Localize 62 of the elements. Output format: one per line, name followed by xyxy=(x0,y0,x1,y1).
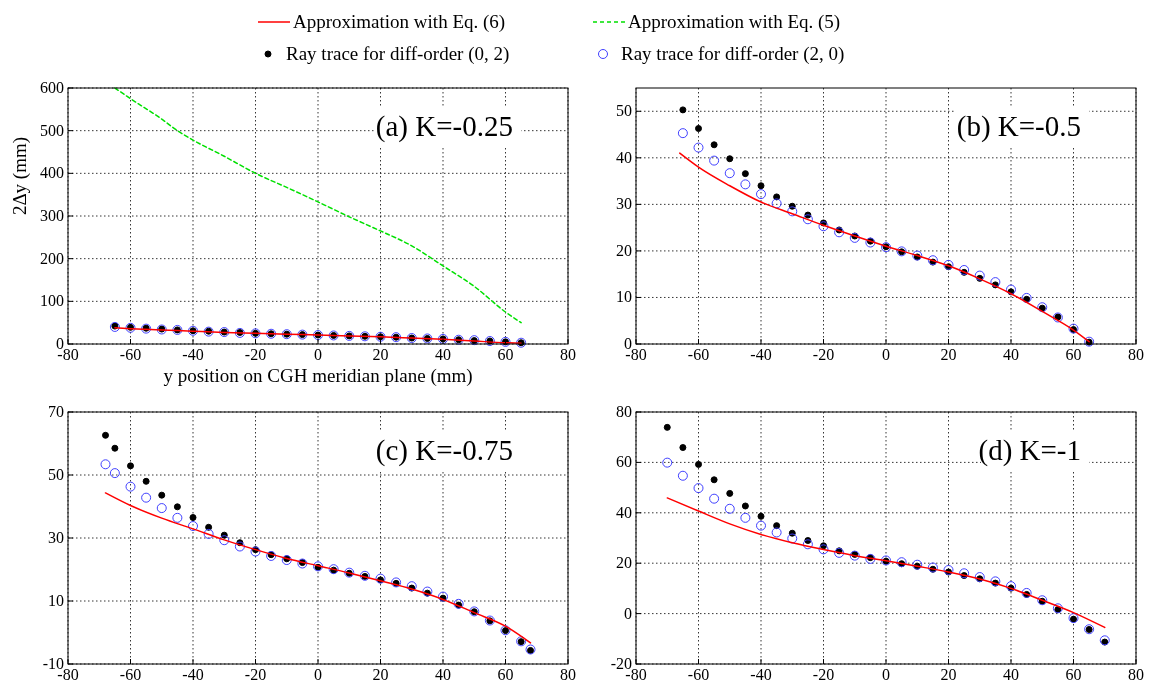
x-tick-label: 80 xyxy=(1128,346,1144,363)
x-tick-label: -60 xyxy=(119,666,142,683)
y-tick-label: 300 xyxy=(40,207,64,224)
x-tick-label: 20 xyxy=(940,666,957,683)
y-tick-label: 70 xyxy=(48,403,64,420)
annotation: (a) K=-0.25 xyxy=(375,110,513,143)
x-tick-label: 60 xyxy=(1065,666,1082,683)
y-tick-label: 20 xyxy=(616,241,632,259)
y-tick-label: 50 xyxy=(616,102,632,120)
x-tick-label: -20 xyxy=(812,346,835,363)
y-tick-label: 40 xyxy=(616,503,632,521)
y-tick-label: 20 xyxy=(616,554,632,572)
x-tick-label: -60 xyxy=(119,346,142,363)
legend-label: Approximation with Eq. (5) xyxy=(628,11,841,33)
y-axis-title: 2Δy (mm) xyxy=(9,136,31,216)
y-tick-label: 50 xyxy=(48,466,64,483)
x-tick-label: -60 xyxy=(687,666,710,683)
x-axis-title: y position on CGH meridian plane (mm) xyxy=(163,365,473,387)
legend-label: Ray trace for diff-order (2, 0) xyxy=(621,43,845,65)
x-tick-label: -20 xyxy=(812,666,835,683)
x-tick-label: -40 xyxy=(182,346,204,363)
x-tick-label: 80 xyxy=(1128,666,1144,683)
x-tick-label: 0 xyxy=(882,346,890,363)
x-tick-label: 60 xyxy=(497,346,514,363)
x-tick-label: 40 xyxy=(435,346,451,363)
x-tick-label: -20 xyxy=(244,346,267,363)
x-tick-label: 40 xyxy=(435,666,451,683)
x-tick-label: -40 xyxy=(182,666,204,683)
x-tick-label: 0 xyxy=(882,666,890,683)
y-tick-label: 200 xyxy=(40,249,64,267)
annotation: (c) K=-0.75 xyxy=(375,434,513,467)
x-tick-label: -40 xyxy=(750,346,772,363)
y-tick-label: 60 xyxy=(616,453,632,471)
y-tick-label: 10 xyxy=(616,288,632,306)
y-tick-label: 400 xyxy=(40,164,64,182)
y-tick-label: 80 xyxy=(616,403,632,420)
x-tick-label: 40 xyxy=(1003,666,1019,683)
x-tick-label: 80 xyxy=(560,666,576,683)
x-tick-label: -60 xyxy=(687,346,710,363)
x-tick-label: 20 xyxy=(372,666,389,683)
x-tick-label: 0 xyxy=(314,346,322,363)
x-tick-label: 20 xyxy=(372,346,389,363)
x-tick-label: 20 xyxy=(940,346,957,363)
y-tick-label: 10 xyxy=(48,592,64,609)
y-tick-label: 500 xyxy=(40,121,64,139)
x-tick-label: 60 xyxy=(497,666,514,683)
annotation: (d) K=-1 xyxy=(978,434,1081,467)
x-tick-label: -20 xyxy=(244,666,267,683)
y-tick-label: 600 xyxy=(40,79,64,96)
x-tick-label: -40 xyxy=(750,666,772,683)
x-tick-label: 80 xyxy=(560,346,576,363)
legend-label: Approximation with Eq. (6) xyxy=(293,11,506,33)
x-tick-label: 0 xyxy=(314,666,322,683)
y-tick-label: 100 xyxy=(40,292,64,310)
x-tick-label: 60 xyxy=(1065,346,1082,363)
y-tick-label: 30 xyxy=(616,195,632,213)
x-tick-label: 40 xyxy=(1003,346,1019,363)
y-tick-label: 30 xyxy=(48,529,64,546)
legend-label: Ray trace for diff-order (0, 2) xyxy=(286,43,510,65)
y-tick-label: 40 xyxy=(616,148,632,166)
annotation: (b) K=-0.5 xyxy=(956,110,1081,143)
y-tick-label: 0 xyxy=(624,604,632,622)
